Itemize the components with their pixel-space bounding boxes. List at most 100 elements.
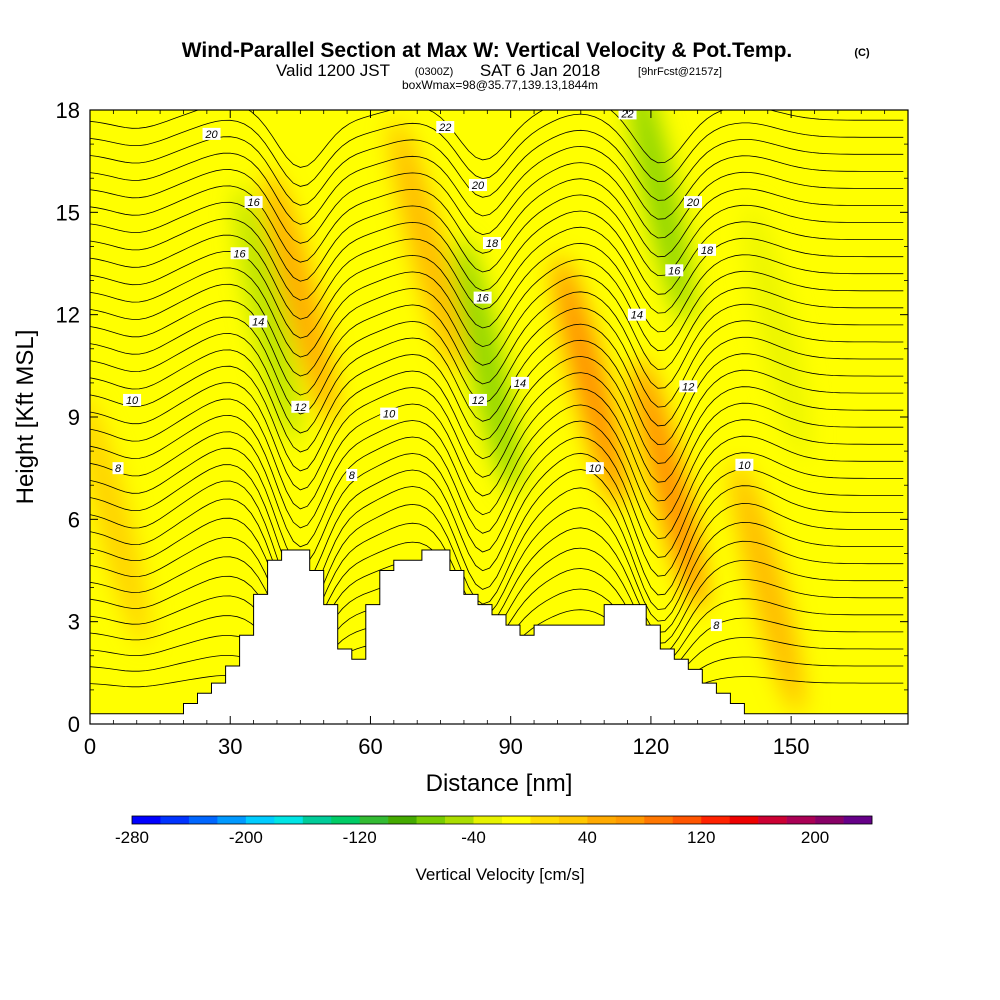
velocity-downdraft-1 — [236, 187, 299, 442]
colorbar-segment — [245, 816, 275, 824]
svg-text:22: 22 — [438, 122, 451, 134]
colorbar-segment — [587, 816, 617, 824]
theta-contour-line — [90, 110, 904, 168]
colorbar-segment — [359, 816, 389, 824]
colorbar-segment — [701, 816, 730, 824]
theta-contour-line — [90, 242, 904, 339]
colorbar-segment — [758, 816, 787, 824]
theta-contour-line — [90, 259, 904, 358]
theta-contour-line — [90, 339, 904, 453]
theta-contour-line — [90, 487, 904, 619]
svg-text:10: 10 — [126, 395, 139, 407]
colorbar-segment — [786, 816, 816, 824]
x-tick-label: 30 — [218, 734, 242, 759]
colorbar-tick-label: 120 — [687, 828, 715, 847]
subtitle-forecast: [9hrFcst@2157z] — [638, 66, 722, 78]
theta-contour-line — [90, 226, 904, 320]
y-tick-label: 15 — [56, 200, 80, 225]
svg-text:10: 10 — [383, 409, 396, 421]
x-tick-label: 150 — [773, 734, 810, 759]
x-tick-label: 90 — [498, 734, 522, 759]
theta-contour-line — [90, 129, 904, 206]
colorbar-segment — [388, 816, 417, 824]
velocity-updraft-6 — [634, 359, 705, 612]
theta-contour-label: 8 — [346, 468, 358, 482]
theta-contour-line — [90, 388, 904, 510]
svg-text:14: 14 — [631, 310, 643, 322]
theta-contour-label: 16 — [665, 264, 684, 277]
velocity-downdraft-5 — [629, 110, 692, 323]
velocity-downdraft-3 — [456, 238, 519, 494]
chart-title: Wind-Parallel Section at Max W: Vertical… — [182, 39, 793, 62]
svg-text:20: 20 — [686, 197, 700, 209]
theta-contour-line — [90, 355, 904, 472]
subtitle-valid: Valid 1200 JST — [276, 61, 390, 80]
svg-text:12: 12 — [472, 395, 484, 407]
theta-contour-label: 8 — [112, 462, 124, 475]
theta-contour-label: 22 — [436, 121, 455, 134]
x-tick-label: 120 — [633, 734, 670, 759]
theta-contour-line — [90, 145, 904, 225]
colorbar-tick-label: -120 — [343, 828, 377, 847]
theta-contour-line — [90, 291, 904, 396]
svg-text:16: 16 — [477, 293, 490, 305]
theta-contour-line — [90, 452, 904, 586]
y-tick-label: 18 — [56, 98, 80, 123]
colorbar-title: Vertical Velocity [cm/s] — [415, 865, 584, 884]
svg-text:14: 14 — [252, 316, 264, 328]
theta-contour-line — [90, 210, 904, 301]
theta-contour-line — [90, 162, 904, 244]
colorbar-segment — [473, 816, 503, 824]
theta-contour-line — [90, 113, 904, 187]
theta-contour-label: 10 — [585, 462, 604, 475]
colorbar-tick-label: 200 — [801, 828, 829, 847]
theta-contour-label: 22 — [618, 108, 637, 120]
colorbar-segment — [530, 816, 560, 824]
theta-contour-line — [90, 275, 904, 377]
theta-contour-label: 16 — [244, 196, 263, 209]
theta-contour-line — [90, 507, 904, 630]
theta-contour-line — [90, 323, 904, 434]
theta-contour-label: 14 — [511, 376, 530, 390]
theta-contour-line — [90, 307, 904, 415]
colorbar — [131, 815, 873, 825]
colorbar-tick-label: -280 — [115, 828, 149, 847]
svg-text:18: 18 — [486, 238, 499, 250]
theta-contour-label: 8 — [710, 619, 722, 632]
svg-text:12: 12 — [682, 381, 694, 393]
theta-contour-label: 20 — [468, 179, 487, 192]
colorbar-segment — [843, 816, 873, 824]
y-tick-label: 9 — [68, 405, 80, 430]
colorbar-segment — [302, 816, 332, 824]
x-axis: 0 30 60 90 120 150 — [84, 110, 886, 759]
y-axis-title: Height [Kft MSL] — [12, 330, 39, 505]
subtitle-date: SAT 6 Jan 2018 — [480, 61, 600, 80]
theta-contour-line — [90, 469, 904, 605]
colorbar-segment — [644, 816, 674, 824]
velocity-field — [90, 110, 809, 714]
colorbar-segment — [416, 816, 446, 824]
colorbar-tick-label: 40 — [578, 828, 597, 847]
colorbar-segment — [729, 816, 759, 824]
theta-contour-line — [90, 194, 904, 282]
theta-contour-label: 18 — [482, 237, 501, 250]
theta-contour-label: 16 — [473, 291, 492, 305]
x-axis-title: Distance [nm] — [426, 770, 573, 797]
colorbar-segment — [331, 816, 360, 824]
colorbar-tick-label: -200 — [229, 828, 263, 847]
colorbar-segment — [558, 816, 588, 824]
velocity-updraft-2 — [391, 120, 462, 373]
velocity-downdraft-7 — [745, 204, 809, 459]
velocity-updraft-0 — [265, 171, 336, 424]
svg-text:10: 10 — [589, 463, 602, 475]
svg-text:22: 22 — [620, 108, 633, 120]
y-tick-label: 3 — [68, 610, 80, 635]
theta-contour-label: 20 — [202, 127, 221, 141]
colorbar-segment — [502, 816, 531, 824]
theta-contour-line — [90, 404, 904, 529]
colorbar-segment — [188, 816, 218, 824]
svg-text:8: 8 — [713, 620, 720, 632]
theta-contour-label: 10 — [380, 407, 399, 421]
svg-text:8: 8 — [349, 470, 356, 482]
subtitle-box: boxWmax=98@35.77,139.13,1844m — [402, 78, 598, 92]
